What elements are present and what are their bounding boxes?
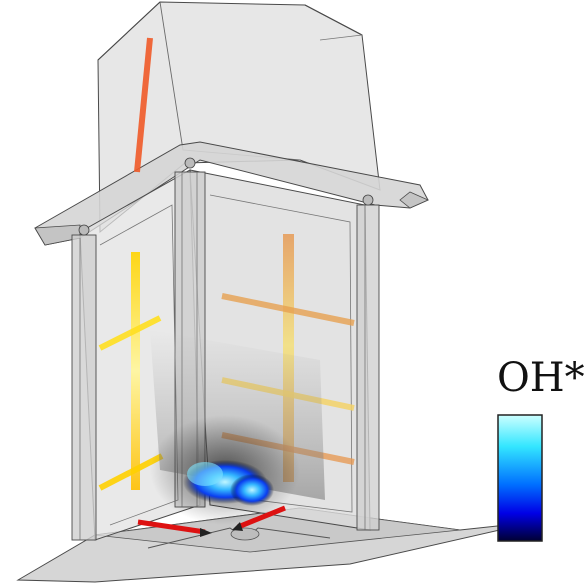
legend-title: OH* — [497, 355, 585, 401]
sheet-hood-orange — [134, 37, 153, 173]
inlet-jets — [137, 505, 286, 537]
upper-flange — [34, 141, 429, 246]
oh-colorbar — [497, 414, 543, 542]
oh-flame — [183, 460, 274, 506]
